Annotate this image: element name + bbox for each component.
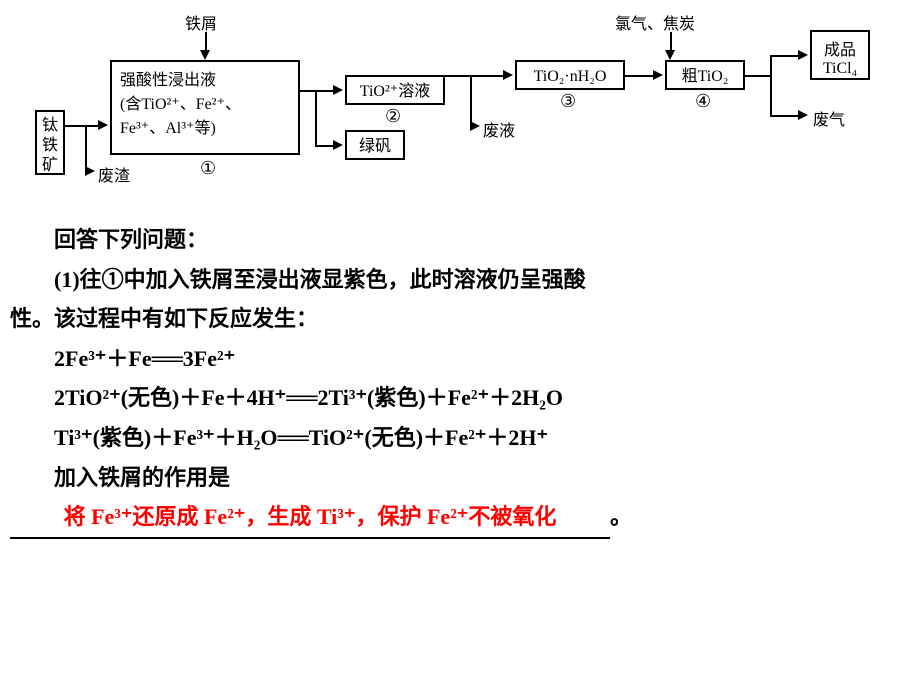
equation3: Ti³⁺(紫色)＋Fe³⁺＋H₂O══TiO²⁺(无色)＋Fe²⁺＋2H⁺ (10, 418, 910, 458)
label-waste-gas: 废气 (813, 106, 845, 130)
num1: ① (200, 158, 216, 179)
q1-line1: (1)往①中加入铁屑至浸出液显紫色，此时溶液仍呈强酸 (10, 260, 910, 300)
box5-l1: 成品 (816, 36, 864, 60)
q1-line2: 性。该过程中有如下反应发生： (10, 299, 910, 339)
box-ore: 钛铁矿 (35, 110, 65, 175)
box-step4: 粗TiO₂ (665, 60, 745, 90)
answer-line: 将 Fe³⁺还原成 Fe²⁺，生成 Ti³⁺，保护 Fe²⁺不被氧化 (10, 497, 610, 539)
box-green-vitriol: 绿矾 (345, 130, 405, 160)
label-chlorine: 氯气、焦炭 (615, 10, 695, 34)
box5-l2: TiCl₄ (816, 60, 864, 78)
label-iron: 铁屑 (185, 10, 217, 34)
q-intro: 回答下列问题： (10, 220, 910, 260)
answer-text: 将 Fe³⁺还原成 Fe²⁺，生成 Ti³⁺，保护 Fe²⁺不被氧化 (64, 504, 557, 529)
box-step1: 强酸性浸出液 (含TiO²⁺、Fe²⁺、 Fe³⁺、Al³⁺等) (110, 60, 300, 155)
q1-ask: 加入铁屑的作用是 (10, 458, 910, 498)
equation1: 2Fe³⁺＋Fe══3Fe²⁺ (10, 339, 910, 379)
num3: ③ (560, 91, 576, 112)
box1-line3: Fe³⁺、Al³⁺等) (120, 114, 294, 138)
num2: ② (385, 106, 401, 127)
process-flowchart: 铁屑 氯气、焦炭 钛铁矿 强酸性浸出液 (含TiO²⁺、Fe²⁺、 Fe³⁺、A… (10, 10, 910, 190)
box-product: 成品 TiCl₄ (810, 30, 870, 80)
box1-line1: 强酸性浸出液 (120, 66, 294, 90)
equation2: 2TiO²⁺(无色)＋Fe＋4H⁺══2Ti³⁺(紫色)＋Fe²⁺＋2H₂O (10, 378, 910, 418)
label-waste-liquid: 废液 (483, 117, 515, 141)
period: 。 (610, 504, 632, 529)
box1-line2: (含TiO²⁺、Fe²⁺、 (120, 90, 294, 114)
label-slag: 废渣 (98, 162, 130, 186)
num4: ④ (695, 91, 711, 112)
question-content: 回答下列问题： (1)往①中加入铁屑至浸出液显紫色，此时溶液仍呈强酸 性。该过程… (10, 220, 910, 539)
box-step2: TiO²⁺溶液 (345, 75, 445, 105)
box-step3: TiO₂·nH₂O (515, 60, 625, 90)
